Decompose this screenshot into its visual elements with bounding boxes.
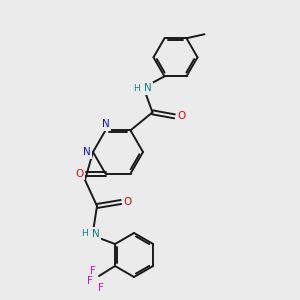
Text: N: N: [92, 229, 100, 239]
Text: H: H: [82, 230, 88, 238]
Text: F: F: [90, 266, 96, 276]
Text: F: F: [98, 283, 104, 293]
Text: N: N: [83, 147, 91, 157]
Text: H: H: [133, 84, 140, 93]
Text: O: O: [75, 169, 84, 179]
Text: F: F: [87, 276, 93, 286]
Text: O: O: [177, 111, 186, 121]
Text: N: N: [144, 83, 152, 93]
Text: O: O: [124, 197, 132, 207]
Text: N: N: [102, 119, 110, 129]
